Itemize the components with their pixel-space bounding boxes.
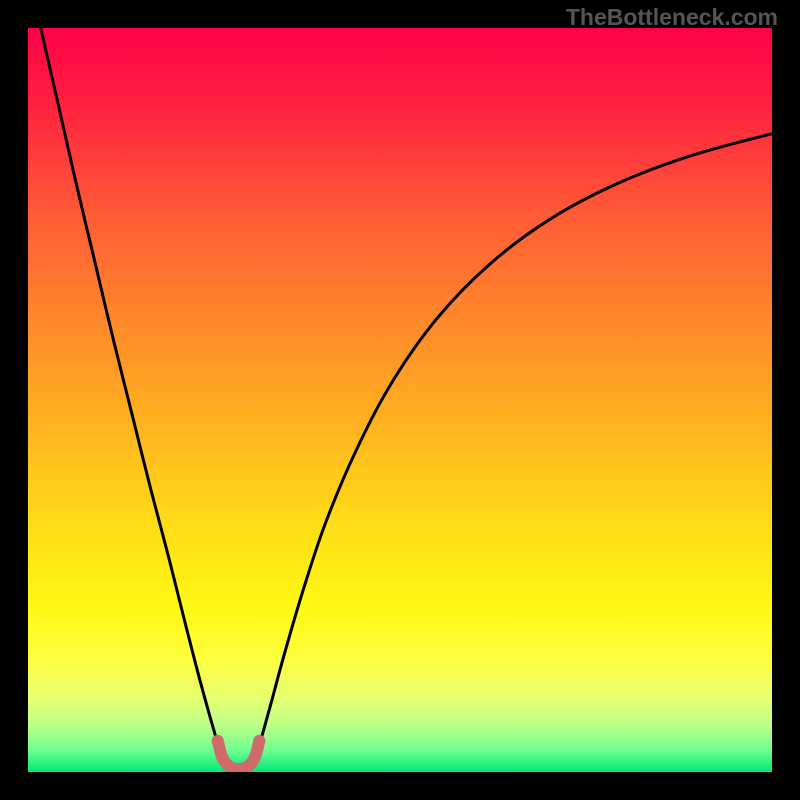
- curve-right: [253, 134, 772, 763]
- valley-marker: [218, 741, 260, 769]
- bottleneck-chart: [28, 28, 772, 772]
- chart-curves-layer: [28, 28, 772, 772]
- curve-left: [41, 28, 224, 763]
- watermark-text: TheBottleneck.com: [566, 4, 778, 31]
